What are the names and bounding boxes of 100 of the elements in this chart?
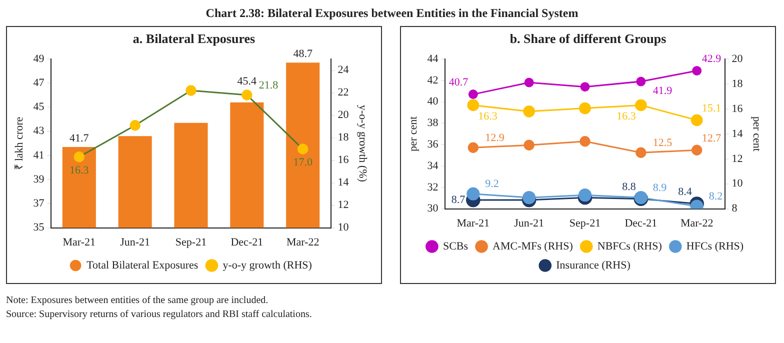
- point: [522, 191, 536, 204]
- y2-tick-label: 18: [338, 132, 350, 144]
- y-tick-label: 30: [427, 202, 439, 215]
- legend-label: Insurance (RHS): [556, 259, 631, 272]
- data-label: 16.3: [70, 164, 90, 176]
- y-tick-label: 36: [427, 138, 439, 150]
- y-tick-label: 45: [33, 101, 45, 114]
- point: [523, 105, 536, 118]
- point: [468, 142, 479, 153]
- data-label: 42.9: [702, 53, 722, 66]
- point: [468, 90, 478, 100]
- data-label: 40.7: [448, 76, 469, 89]
- chart-title: a. Bilateral Exposures: [132, 31, 256, 47]
- y-tick-label: 49: [33, 52, 45, 65]
- data-label: 15.1: [702, 102, 722, 115]
- x-tick-label: Mar-21: [62, 236, 96, 248]
- y-tick-label: 35: [33, 222, 45, 234]
- y2-tick-label: 20: [732, 52, 744, 65]
- point: [636, 76, 646, 86]
- point: [466, 187, 480, 200]
- point: [297, 144, 308, 154]
- legend-label: Total Bilateral Exposures: [86, 259, 198, 272]
- y2-tick-label: 10: [732, 178, 744, 190]
- y-tick-label: 43: [33, 125, 45, 138]
- x-tick-label: Mar-22: [680, 217, 714, 230]
- point: [634, 99, 647, 112]
- data-label: 9.2: [485, 178, 499, 190]
- data-label: 17.0: [293, 156, 313, 168]
- x-tick-label: Sep-21: [569, 217, 601, 230]
- y-axis-title: ₹ lakh crore: [13, 116, 26, 170]
- y2-tick-label: 10: [338, 222, 350, 234]
- y-tick-label: 40: [427, 96, 439, 108]
- data-label: 12.5: [652, 137, 673, 150]
- data-label: 41.7: [70, 132, 90, 144]
- data-label: 8.9: [652, 182, 668, 194]
- data-label: 45.4: [237, 75, 258, 88]
- legend-label: HFCs (RHS): [686, 240, 744, 252]
- point: [467, 99, 480, 112]
- caption: Chart 2.38: Bilateral Exposures between Entities in the Financial System: [204, 5, 580, 22]
- y2-tick-label: 24: [338, 64, 350, 76]
- data-label: 41.9: [652, 84, 673, 97]
- data-label: 12.9: [485, 132, 505, 144]
- point: [242, 90, 252, 100]
- legend-label: y-o-y growth (RHS): [222, 259, 312, 272]
- x-tick-label: Sep-21: [175, 236, 207, 248]
- x-tick-label: Jun-21: [514, 217, 544, 230]
- data-label: 16.3: [478, 110, 498, 123]
- y-tick-label: 47: [33, 77, 45, 90]
- data-label: 21.8: [258, 79, 279, 92]
- x-tick-label: Dec-21: [230, 236, 264, 248]
- x-tick-label: Mar-22: [286, 236, 320, 248]
- legend-label: NBFCs (RHS): [597, 240, 662, 252]
- point: [692, 66, 702, 76]
- y2-tick-label: 8: [732, 202, 738, 215]
- point: [580, 82, 590, 92]
- point: [524, 140, 534, 150]
- y2-tick-label: 12: [338, 199, 349, 212]
- y-tick-label: 44: [427, 52, 439, 65]
- point: [691, 144, 702, 156]
- data-label: 8.8: [622, 181, 636, 194]
- y2-tick-label: 14: [732, 128, 744, 140]
- point: [74, 152, 85, 162]
- y-tick-label: 34: [427, 160, 439, 172]
- point: [579, 102, 591, 114]
- point: [186, 85, 196, 96]
- y2-axis-title: y-o-y growth (%): [356, 104, 369, 182]
- y2-tick-label: 20: [338, 109, 350, 122]
- point: [524, 78, 534, 88]
- text: Note: Exposures between entities of the same group are included.: [6, 294, 270, 308]
- y2-tick-label: 22: [338, 86, 349, 99]
- y-tick-label: 38: [427, 117, 439, 130]
- point: [580, 136, 590, 147]
- data-label: 8.4: [678, 186, 692, 198]
- point: [578, 188, 592, 202]
- legend-label: SCBs: [442, 240, 468, 252]
- point: [636, 147, 646, 158]
- x-tick-label: Mar-21: [456, 217, 490, 230]
- chart-title: b. Share of different Groups: [508, 31, 668, 47]
- y2-tick-label: 18: [732, 78, 744, 90]
- source-note: Source: Supervisory returns of various regulators and RBI staff calculations.: [6, 308, 313, 322]
- y-axis-title: per cent: [407, 116, 420, 152]
- y-tick-label: 42: [427, 74, 438, 86]
- y2-axis-title: per cent: [750, 116, 763, 152]
- y-tick-label: 39: [33, 173, 45, 186]
- data-label: 48.7: [293, 48, 313, 60]
- data-label: 16.3: [616, 110, 636, 123]
- y2-tick-label: 12: [732, 152, 743, 165]
- y-tick-label: 37: [33, 198, 45, 210]
- data-label: 12.7: [702, 132, 722, 145]
- legend-label: AMC-MFs (RHS): [492, 240, 574, 252]
- data-label: 8.2: [708, 190, 723, 203]
- point: [130, 120, 140, 131]
- x-tick-label: Dec-21: [624, 217, 658, 230]
- y2-tick-label: 16: [338, 154, 350, 166]
- y-tick-label: 41: [33, 149, 44, 162]
- y2-tick-label: 16: [732, 102, 744, 115]
- y2-tick-label: 14: [338, 176, 350, 189]
- point: [690, 114, 703, 126]
- x-tick-label: Jun-21: [120, 236, 150, 248]
- data-label: 8.7: [451, 194, 466, 206]
